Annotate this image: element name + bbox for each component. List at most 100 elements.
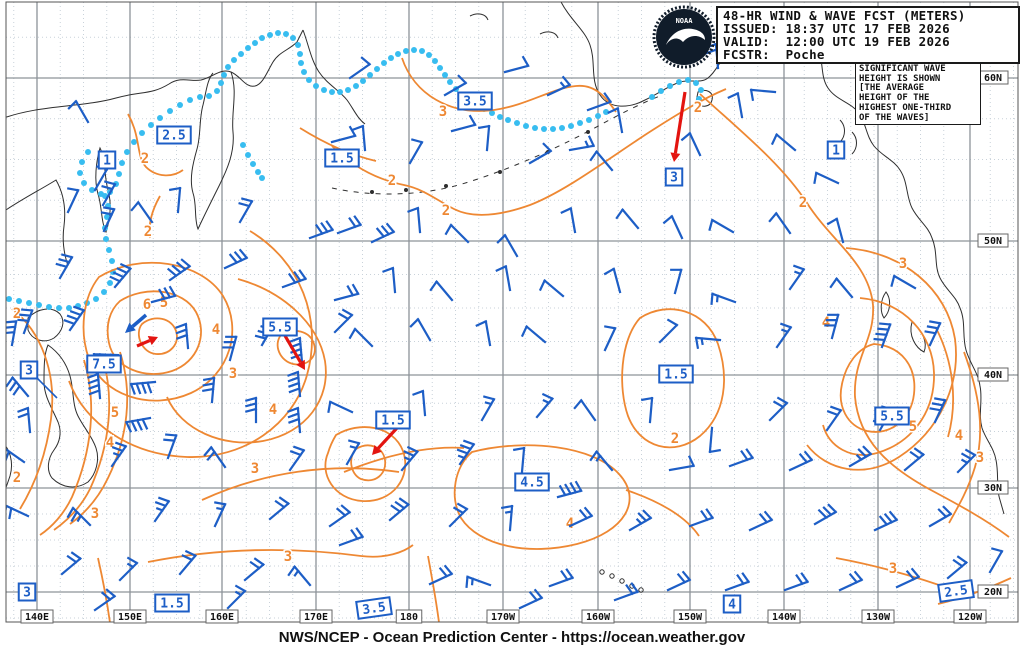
wind-barb: [428, 564, 454, 586]
wave-height-box-rect: [156, 125, 192, 145]
wind-barb: [87, 372, 102, 400]
lon-tick-box: [205, 609, 239, 624]
contour-label: 4: [212, 322, 220, 338]
movement-arrows: [125, 91, 687, 455]
contour-label: 4: [822, 315, 830, 331]
wave-height-contour: [53, 355, 111, 531]
wind-barb: [775, 322, 793, 349]
wave-height-box: 1: [97, 150, 117, 170]
hawaii-islet: [609, 573, 615, 579]
ice-edge-dot: [238, 51, 244, 57]
wind-barb: [178, 549, 197, 576]
contour-label: 2: [141, 151, 149, 167]
wind-barb: [586, 92, 613, 112]
wind-barbs: [6, 42, 1004, 612]
wind-barb: [268, 496, 290, 521]
blue-arrow-shaft: [131, 313, 148, 328]
wind-barb: [670, 268, 683, 295]
wave-height-value: 4: [728, 598, 736, 613]
wind-barb: [308, 220, 335, 240]
wave-height-box-rect: [658, 364, 694, 384]
wave-height-box: 7.5: [86, 354, 122, 374]
wind-barb: [708, 426, 722, 454]
wind-barb: [203, 445, 227, 469]
wind-barb: [568, 506, 594, 528]
wind-barb: [6, 376, 30, 398]
wind-barb: [903, 447, 925, 472]
wave-height-box: 3: [17, 582, 37, 602]
ice-edge-dot: [667, 83, 673, 89]
wave-height-box: 3.5: [355, 596, 393, 620]
wave-height-contour: [137, 317, 178, 355]
wind-barb: [535, 392, 554, 419]
wind-barb: [946, 555, 968, 580]
wind-barb: [568, 135, 596, 152]
contour-label: 3: [889, 561, 897, 577]
wind-barb: [560, 206, 577, 234]
wind-barb: [710, 292, 737, 305]
islet: [370, 190, 374, 194]
coastline: [6, 445, 13, 490]
contour-label: 5: [160, 295, 168, 311]
ice-edge-dot: [297, 51, 303, 57]
footer-credit: NWS/NCEP - Ocean Prediction Center - htt…: [278, 629, 746, 646]
wind-barb: [603, 267, 622, 294]
wind-barb: [226, 584, 247, 610]
wave-height-contour: [127, 113, 184, 177]
wind-barb: [503, 55, 530, 74]
lon-tick-label: 170E: [304, 612, 328, 623]
contour-label: 3: [976, 450, 984, 466]
wave-height-contour: [806, 247, 957, 471]
ice-edge-dot: [255, 169, 261, 175]
coastline: [95, 146, 111, 234]
ice-edge-dot: [685, 77, 691, 83]
wave-height-value: 1.5: [160, 597, 183, 612]
wind-barb: [512, 446, 526, 474]
lon-tick-label: 180: [400, 612, 418, 623]
wind-barb: [60, 551, 82, 576]
wave-height-value: 1: [832, 144, 840, 159]
wind-barb: [448, 502, 469, 528]
wind-barb: [518, 588, 544, 610]
wind-barb: [727, 91, 744, 119]
wave-height-contour: [147, 544, 414, 563]
wave-height-box: 4.5: [514, 472, 550, 492]
wave-height-contour: [331, 88, 727, 216]
wind-barb: [573, 398, 597, 422]
wave-height-box: 3.5: [457, 91, 493, 111]
wind-barb: [770, 133, 797, 152]
wind-barb: [213, 501, 227, 528]
lat-tick-label: 40N: [984, 370, 1002, 381]
wind-barb: [589, 150, 614, 172]
ice-edge-dot: [353, 83, 359, 89]
ice-edge-dot: [568, 123, 574, 129]
red-arrow-shaft: [376, 426, 399, 450]
noaa-logo-text: NOAA: [676, 17, 694, 25]
wind-barb: [66, 506, 92, 527]
ice-edge-dot: [658, 88, 664, 94]
wind-barb: [6, 448, 26, 464]
wind-barb: [556, 480, 583, 499]
wind-barb: [613, 582, 640, 602]
ice-edge-dot: [221, 72, 227, 78]
lon-tick-label: 160W: [586, 612, 611, 623]
wind-barb: [288, 445, 306, 472]
wind-barb: [100, 206, 116, 233]
contour-label: 2: [388, 173, 396, 189]
contour-label: 3: [899, 256, 907, 272]
ice-edge-dot: [403, 48, 409, 54]
legend-box: SIGNIFICANT WAVE HEIGHT IS SHOWN [THE AV…: [855, 63, 981, 125]
legend-line: HIGHEST ONE-THIRD: [859, 102, 952, 113]
wind-barb: [223, 248, 249, 270]
wind-barb: [287, 370, 302, 398]
ice-edge-dot: [290, 35, 296, 41]
ice-edge-dot: [283, 31, 289, 37]
coastline: [539, 31, 559, 39]
lon-tick-box: [395, 609, 423, 624]
ice-edge-dot: [514, 120, 520, 126]
wind-barb: [407, 206, 422, 234]
tick-labels: 140E 150E 160E 170E 180 170W 160W 150W 140W 130W 1…: [20, 70, 1009, 624]
